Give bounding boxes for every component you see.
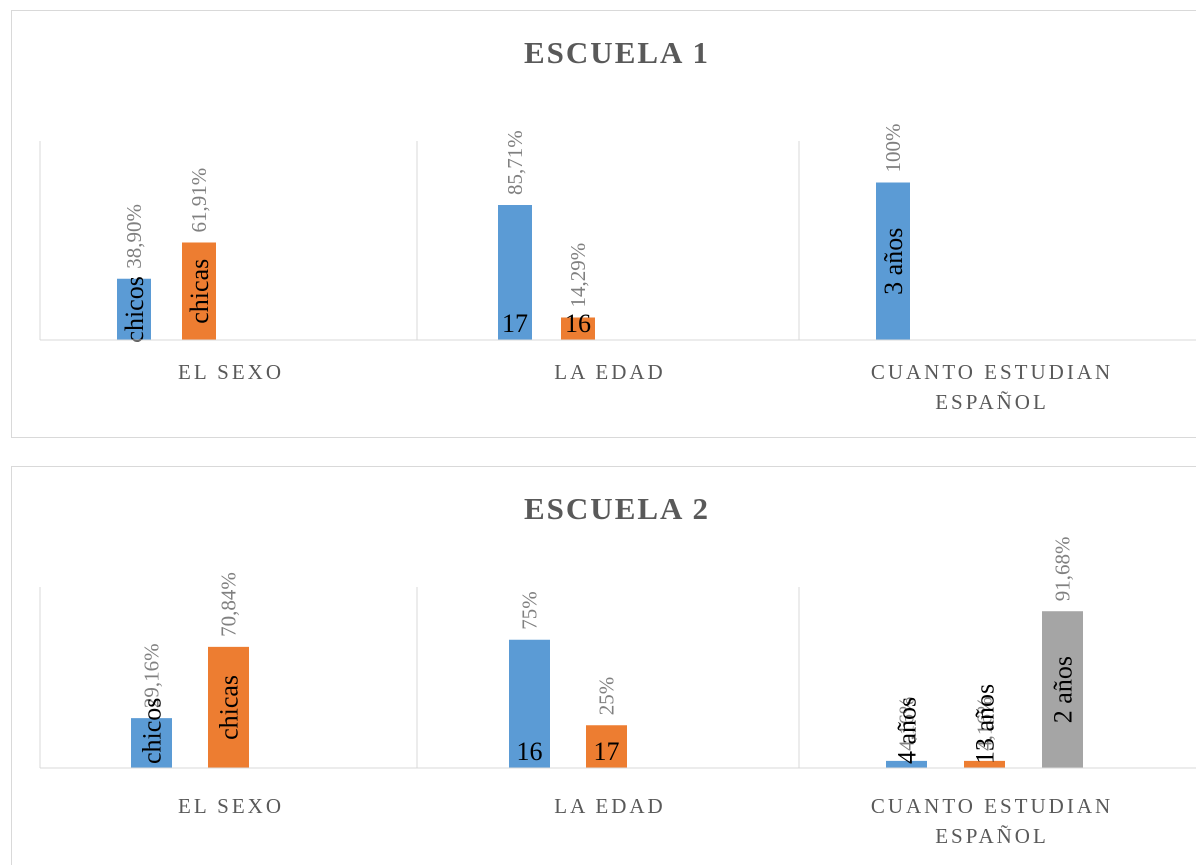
category-label: ESPAÑOL xyxy=(935,824,1049,848)
bar xyxy=(964,760,1005,768)
data-label: 4,16% xyxy=(973,697,997,751)
bar xyxy=(498,205,532,340)
data-label: 85,71% xyxy=(503,130,527,195)
bar-inner-label: chicos xyxy=(138,698,167,764)
data-label: 29,16% xyxy=(140,643,164,708)
bar xyxy=(117,278,151,340)
chart-escuela-2-plot: ESCUELA 2 29,16%chicos 70,84% chicas 75% 16 2… xyxy=(39,491,1196,848)
bar-inner-label: 16 xyxy=(517,737,543,766)
data-label: 14,29% xyxy=(566,243,590,308)
data-label: 25% xyxy=(595,677,619,716)
bars-layer: 38,90% chicos 61,91% chicas 85,71% 17 14,29%16… xyxy=(117,124,910,343)
bar-inner-label: chicas xyxy=(215,675,244,740)
bar xyxy=(876,182,910,340)
data-label: 38,90% xyxy=(122,204,146,269)
data-label: 70,84% xyxy=(217,572,241,637)
bar-inner-label: 2 años xyxy=(1049,656,1078,723)
category-label: CUANTO ESTUDIAN xyxy=(871,794,1113,818)
bars-layer: 29,16%chicos70,84%chicas75%1625%174,16%4… xyxy=(131,536,1083,768)
bar xyxy=(509,639,550,768)
bar xyxy=(886,760,927,768)
data-label: 75% xyxy=(518,591,542,630)
category-label: CUANTO ESTUDIAN xyxy=(871,360,1113,384)
bar xyxy=(208,646,249,768)
category-label: EL SEXO xyxy=(178,360,284,384)
bar-inner-label: 3 años xyxy=(879,228,908,295)
data-label: 61,91% xyxy=(187,168,211,233)
bar-inner-label: 17 xyxy=(502,309,528,338)
bar xyxy=(131,718,172,768)
category-label: EL SEXO xyxy=(178,794,284,818)
chart-title: ESCUELA 1 xyxy=(524,35,710,70)
bar-inner-label: 13 años xyxy=(971,684,1000,764)
data-label: 4,16% xyxy=(895,697,919,751)
bar-inner-label: 17 xyxy=(594,737,620,766)
bar-inner-label: 16 xyxy=(565,309,591,338)
bar-inner-label: 4 años xyxy=(893,697,922,764)
bar-inner-label: chicos xyxy=(120,276,149,342)
chart-escuela-1: ESCUELA 1 38,90% chicos 61,91% chicas 85,71%… xyxy=(11,10,1196,438)
bar-inner-label: chicas xyxy=(185,259,214,324)
bar xyxy=(182,242,216,340)
bar xyxy=(586,725,627,768)
chart-escuela-1-plot: ESCUELA 1 38,90% chicos 61,91% chicas 85,71%… xyxy=(39,35,1196,414)
data-label: 91,68% xyxy=(1051,536,1075,601)
bar xyxy=(1042,611,1083,768)
chart-escuela-2: ESCUELA 2 29,16% chicos 70,84% chicas 75% 16 2… xyxy=(11,466,1196,865)
category-label: LA EDAD xyxy=(554,794,665,818)
data-label: 100% xyxy=(881,124,905,173)
category-label: LA EDAD xyxy=(554,360,665,384)
bar xyxy=(561,317,595,340)
category-label: ESPAÑOL xyxy=(935,390,1049,414)
chart-title: ESCUELA 2 xyxy=(524,491,710,526)
